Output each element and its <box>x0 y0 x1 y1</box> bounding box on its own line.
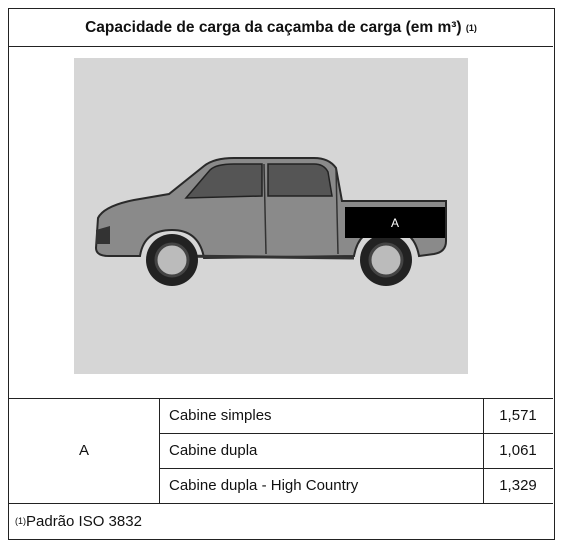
cab-type: Cabine dupla - High Country <box>169 477 359 494</box>
truck-illustration: A <box>74 58 468 374</box>
table-header: Capacidade de carga da caçamba de carga … <box>9 9 553 46</box>
title-note: (1) <box>465 22 477 33</box>
capacity-value: 1,061 <box>499 442 537 459</box>
table-title: Capacidade de carga da caçamba de carga … <box>85 18 462 36</box>
row-divider <box>9 46 553 47</box>
footnote-mark: (1) <box>15 516 26 526</box>
row-divider <box>9 503 553 504</box>
spec-table: Capacidade de carga da caçamba de carga … <box>8 8 555 540</box>
cargo-label: A <box>391 216 399 230</box>
cab-type: Cabine dupla <box>169 442 258 459</box>
col-divider <box>159 398 160 503</box>
cab-type: Cabine simples <box>169 407 272 424</box>
truck: A <box>94 157 447 286</box>
row-divider <box>159 433 553 434</box>
footnote: (1) Padrão ISO 3832 <box>9 503 553 539</box>
group-cell: A <box>78 442 89 459</box>
row-divider <box>159 468 553 469</box>
footnote-text: Padrão ISO 3832 <box>26 512 142 530</box>
capacity-value: 1,329 <box>499 477 537 494</box>
col-divider <box>483 398 484 503</box>
row-divider <box>9 398 553 399</box>
capacity-value: 1,571 <box>499 407 537 424</box>
cargo-box <box>345 207 445 238</box>
